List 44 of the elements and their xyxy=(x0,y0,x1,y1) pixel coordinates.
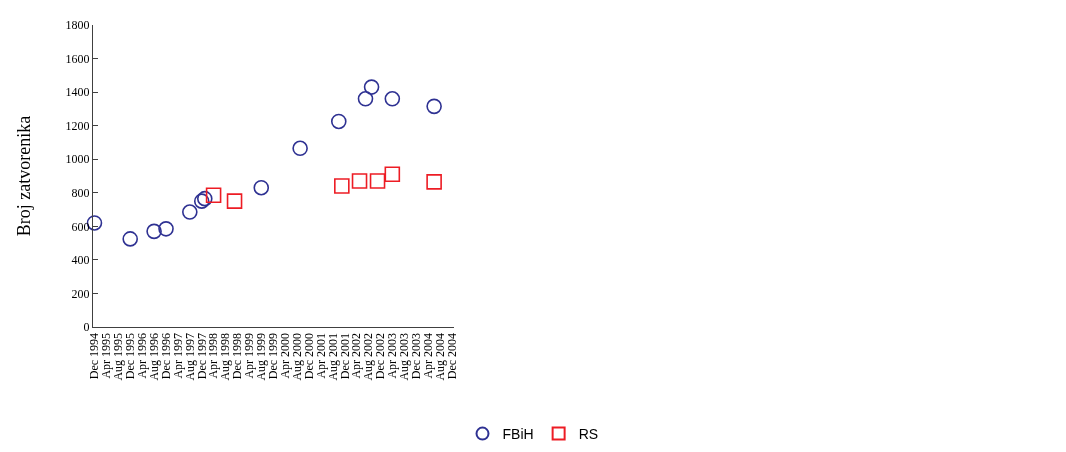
y-tick-label: 1400 xyxy=(65,85,90,100)
x-tick-label: Apr 1999 xyxy=(242,332,257,379)
point xyxy=(384,91,401,107)
y-tick-label: 400 xyxy=(71,253,90,268)
y-tick-label: 800 xyxy=(71,185,90,200)
point xyxy=(330,113,347,130)
point xyxy=(292,140,308,157)
point xyxy=(158,221,174,237)
x-tick-label: Apr 1996 xyxy=(135,332,150,379)
y-tick-label: 200 xyxy=(71,286,90,301)
point xyxy=(226,193,243,209)
point xyxy=(253,179,270,196)
x-tick-label: Aug 2001 xyxy=(325,332,340,381)
legend-label: FBiH xyxy=(502,426,534,443)
point xyxy=(384,166,401,183)
point xyxy=(146,223,162,240)
point xyxy=(426,98,442,115)
point xyxy=(351,173,368,189)
x-tick-label: Apr 1997 xyxy=(170,332,185,379)
point xyxy=(363,79,380,95)
legend-label: RS xyxy=(578,426,599,443)
x-tick-label: Aug 1997 xyxy=(182,332,197,381)
y-tick-label: 1200 xyxy=(65,118,90,133)
point xyxy=(357,91,374,107)
x-tick-label: Apr 2002 xyxy=(349,332,364,379)
y-tick-label: 0 xyxy=(83,320,90,335)
y-tick-label: 600 xyxy=(71,219,90,234)
point xyxy=(426,174,442,190)
point xyxy=(369,173,386,189)
y-tick-label: 1600 xyxy=(65,51,90,66)
x-tick-label: Dec 1994 xyxy=(87,332,102,380)
x-tick-label: Apr 1995 xyxy=(99,332,114,379)
x-tick-label: Apr 2003 xyxy=(385,332,400,379)
point xyxy=(122,231,138,247)
y-axis-title: Broj zatvorenika xyxy=(13,115,34,237)
point xyxy=(182,204,198,220)
x-tick-label: Apr 1998 xyxy=(206,332,221,379)
point xyxy=(334,178,350,194)
point xyxy=(205,187,222,204)
x-tick-label: Apr 2001 xyxy=(313,332,328,379)
y-tick-label: 1000 xyxy=(65,152,90,167)
x-tick-label: Apr 2004 xyxy=(421,332,436,379)
x-tick-label: Apr 2000 xyxy=(278,332,293,379)
y-tick-label: 1800 xyxy=(65,18,90,33)
